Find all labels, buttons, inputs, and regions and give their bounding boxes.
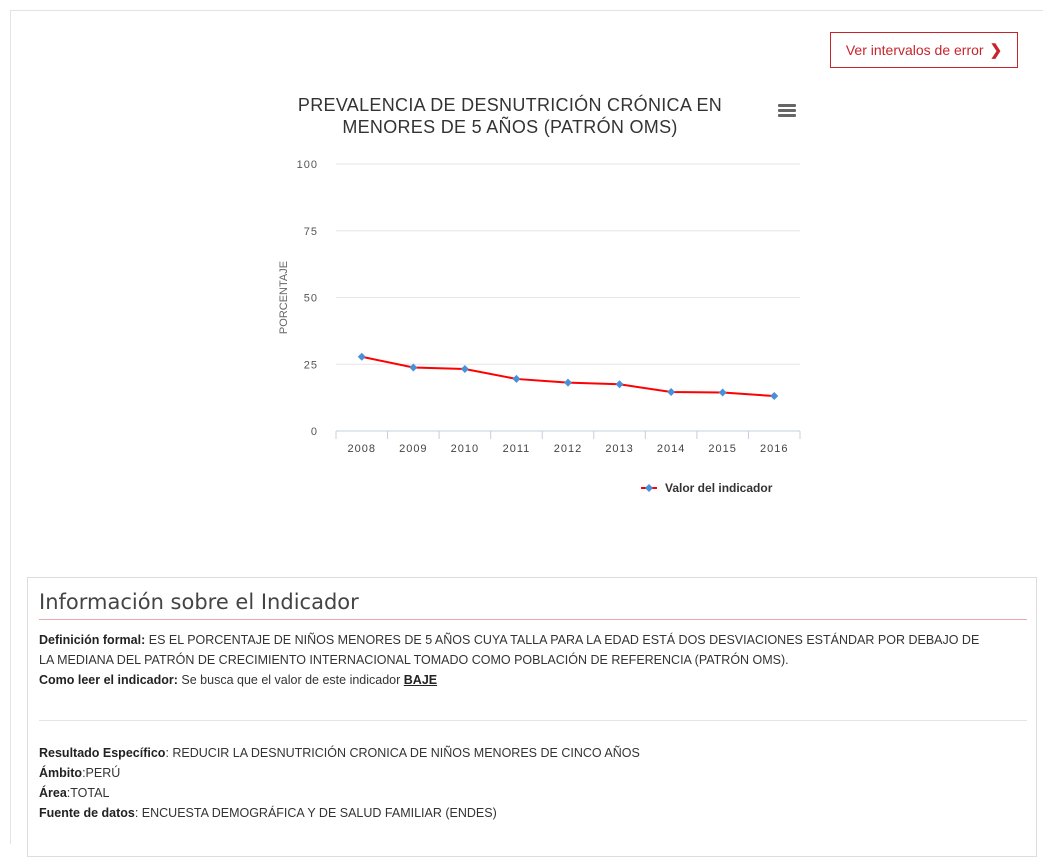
data-point [512, 374, 521, 383]
source-label: Fuente de datos [39, 806, 135, 820]
info-title: Información sobre el Indicador [39, 590, 359, 614]
scope-text: :PERÚ [82, 766, 121, 780]
x-tick-label: 2014 [657, 443, 685, 455]
chart-title-line1: PREVALENCIA DE DESNUTRICIÓN CRÓNICA EN [297, 95, 723, 115]
legend-marker [645, 484, 653, 492]
data-point [460, 365, 469, 374]
data-point [564, 378, 572, 387]
data-point [770, 392, 779, 401]
x-tick-label: 2009 [399, 443, 427, 455]
x-tick-label: 2010 [451, 443, 479, 455]
definition-text-2: LA MEDIANA DEL PATRÓN DE CRECIMIENTO INT… [39, 653, 789, 667]
series-line [361, 355, 775, 398]
chart-title-line2: MENORES DE 5 AÑOS (PATRÓN OMS) [342, 117, 678, 137]
hamburger-menu-icon[interactable] [778, 104, 796, 118]
x-tick-label: 2015 [708, 443, 736, 455]
x-tick-label: 2012 [554, 443, 582, 455]
y-tick-label: 75 [304, 226, 318, 238]
details-block: Resultado Específico: REDUCIR LA DESNUTR… [39, 743, 1029, 823]
page-frame [10, 10, 1043, 844]
data-point [615, 380, 624, 389]
source-text: : ENCUESTA DEMOGRÁFICA Y DE SALUD FAMILI… [134, 806, 497, 820]
chevron-right-icon: ❯ [989, 42, 1003, 59]
legend-label: Valor del indicador [665, 481, 773, 495]
y-tick-label: 0 [311, 426, 318, 438]
data-point [667, 388, 676, 397]
x-tick-label: 2016 [760, 443, 788, 455]
y-tick-label: 25 [304, 359, 318, 371]
info-separator [39, 720, 1027, 721]
how-to-read-text: Se busca que el valor de este indicador [181, 673, 401, 687]
info-title-rule [39, 619, 1027, 620]
area-label: Área [39, 786, 67, 800]
error-intervals-button[interactable]: Ver intervalos de error ❯ [830, 32, 1018, 68]
error-intervals-label: Ver intervalos de error [845, 42, 984, 58]
y-tick-label: 100 [297, 159, 318, 171]
x-tick-label: 2013 [605, 443, 633, 455]
baje-link[interactable]: BAJE [403, 673, 438, 687]
x-tick-label: 2008 [348, 443, 376, 455]
definition-text-1: ES EL PORCENTAJE DE NIÑOS MENORES DE 5 A… [148, 633, 980, 647]
y-tick-label: 50 [304, 293, 318, 305]
data-point [357, 352, 366, 361]
x-tick-label: 2011 [503, 443, 531, 455]
result-label: Resultado Específico [39, 746, 166, 760]
definition-block: Definición formal: ES EL PORCENTAJE DE N… [39, 630, 1029, 690]
scope-label: Ámbito [39, 766, 83, 780]
data-point [718, 388, 727, 397]
y-axis-label: PORCENTAJE [278, 261, 290, 334]
line-chart: 0 25 50 75 100 2008 2009 2010 2011 2012 2013 2014 20… [278, 159, 801, 495]
data-point [409, 363, 418, 372]
how-to-read-label: Como leer el indicador: [39, 673, 178, 687]
result-text: : REDUCIR LA DESNUTRICIÓN CRONICA DE NIÑ… [165, 746, 640, 760]
indicator-info-panel: Información sobre el Indicador Definició… [27, 577, 1037, 857]
area-text: :TOTAL [66, 786, 110, 800]
chart-title: PREVALENCIA DE DESNUTRICIÓN CRÓNICA EN M… [270, 94, 750, 138]
definition-label: Definición formal: [39, 633, 146, 647]
